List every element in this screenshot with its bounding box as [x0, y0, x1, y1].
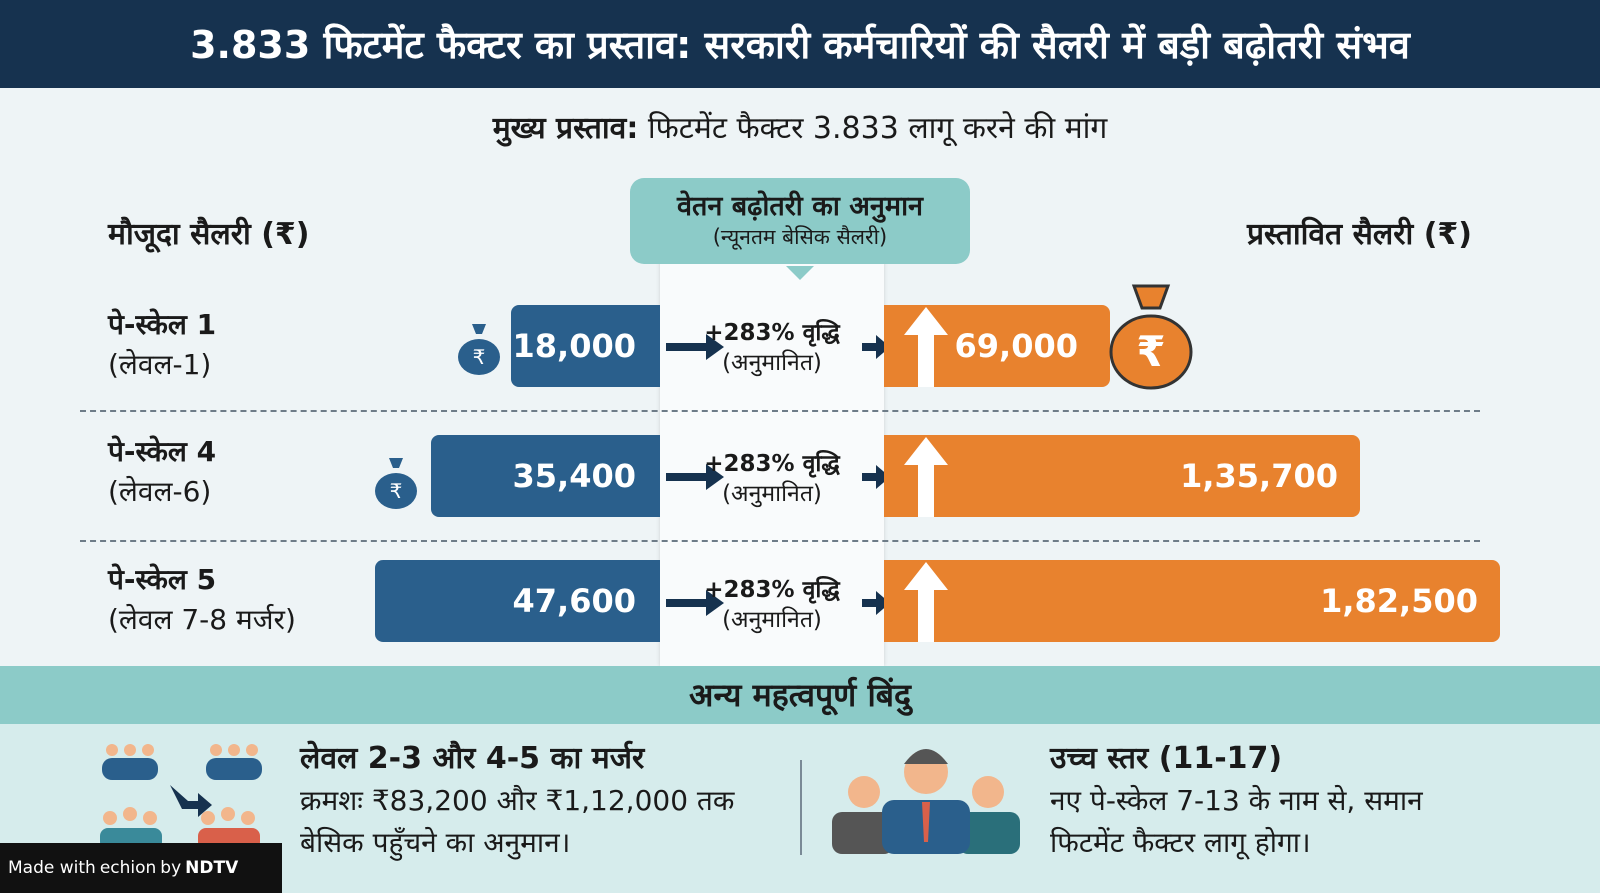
estimate-heading-bubble: वेतन बढ़ोतरी का अनुमान (न्यूनतम बेसिक सै… [630, 178, 970, 280]
badge-text: Made with [8, 858, 96, 878]
proposed-salary-bar: 1,82,500 [884, 560, 1500, 642]
growth-estimate: +283% वृद्धि (अनुमानित) [660, 575, 884, 635]
growth-estimate: +283% वृद्धि (अनुमानित) [660, 449, 884, 509]
point-text: बेसिक पहुँचने का अनुमान। [300, 826, 571, 859]
up-arrow-icon [904, 437, 948, 517]
point-text: नए पे-स्केल 7-13 के नाम से, समान [1050, 784, 1423, 817]
row-label: पे-स्केल 1 (लेवल-1) [108, 305, 216, 385]
merger-point: लेवल 2-3 और 4-5 का मर्जर क्रमशः ₹83,200 औ… [300, 738, 734, 864]
row-label: पे-स्केल 4 (लेवल-6) [108, 432, 216, 512]
money-bag-icon: ₹ [375, 458, 417, 509]
arrow-right-icon [862, 465, 890, 489]
proposed-salary-bar: 69,000 [884, 305, 1110, 387]
level: (लेवल-6) [108, 475, 212, 508]
main-proposal-text: फिटमेंट फैक्टर 3.833 लागू करने की मांग [647, 111, 1108, 146]
level: (लेवल-1) [108, 348, 212, 381]
point-text: क्रमशः ₹83,200 और ₹1,12,000 तक [300, 784, 735, 817]
up-arrow-icon [904, 562, 948, 642]
estimate-title: वेतन बढ़ोतरी का अनुमान [676, 191, 924, 222]
growth-percent: +283% वृद्धि [704, 577, 840, 603]
proposed-salary-value: 1,35,700 [1180, 457, 1338, 495]
pay-scale: पे-स्केल 5 [108, 563, 217, 596]
row-label: पे-स्केल 5 (लेवल 7-8 मर्जर) [108, 560, 296, 640]
group-merge-icon [100, 744, 262, 850]
ndtv-logo: NDTV [185, 858, 239, 878]
arrow-right-icon [666, 590, 724, 616]
other-points-heading: अन्य महत्वपूर्ण बिंदु [0, 666, 1600, 724]
current-salary-bar: 47,600 [375, 560, 660, 642]
echion-logo: echion [99, 858, 157, 878]
officials-icon [832, 749, 1020, 854]
growth-note: (अनुमानित) [722, 350, 822, 376]
svg-text:₹: ₹ [473, 345, 486, 369]
current-salary-bar: 18,000 [511, 305, 660, 387]
current-salary-heading: मौजूदा सैलरी (₹) [108, 217, 310, 252]
divider [800, 760, 802, 855]
higher-levels-point: उच्च स्तर (11-17) नए पे-स्केल 7-13 के नाम… [1050, 738, 1423, 864]
proposed-salary-value: 69,000 [954, 327, 1078, 365]
arrow-right-icon [862, 335, 890, 359]
point-heading: उच्च स्तर (11-17) [1050, 741, 1283, 776]
arrow-right-icon [666, 334, 724, 360]
svg-text:₹: ₹ [390, 479, 403, 503]
current-salary-bar: 35,400 [431, 435, 660, 517]
proposed-salary-value: 1,82,500 [1320, 582, 1478, 620]
page-title: 3.833 फिटमेंट फैक्टर का प्रस्ताव: सरकारी… [0, 0, 1600, 88]
estimate-subtitle: (न्यूनतम बेसिक सैलरी) [712, 225, 888, 249]
growth-note: (अनुमानित) [722, 481, 822, 507]
svg-text:₹: ₹ [1136, 327, 1165, 376]
row-divider [80, 410, 1480, 412]
growth-note: (अनुमानित) [722, 607, 822, 633]
growth-estimate: +283% वृद्धि (अनुमानित) [660, 318, 884, 378]
money-bag-icon: ₹ [1109, 284, 1193, 390]
pay-scale: पे-स्केल 4 [108, 435, 217, 468]
growth-percent: +283% वृद्धि [704, 451, 840, 477]
proposed-salary-heading: प्रस्तावित सैलरी (₹) [1246, 217, 1472, 252]
point-heading: लेवल 2-3 और 4-5 का मर्जर [300, 741, 645, 776]
badge-text: by [160, 858, 182, 878]
growth-percent: +283% वृद्धि [704, 320, 840, 346]
row-divider [80, 540, 1480, 542]
proposed-salary-bar: 1,35,700 [884, 435, 1360, 517]
made-with-badge[interactable]: Made with echion by NDTV [0, 843, 282, 893]
level: (लेवल 7-8 मर्जर) [108, 603, 296, 636]
estimate-column [660, 258, 884, 666]
up-arrow-icon [904, 307, 948, 387]
main-proposal-label: मुख्य प्रस्ताव: [492, 111, 639, 146]
arrow-right-icon [666, 464, 724, 490]
point-text: फिटमेंट फैक्टर लागू होगा। [1050, 826, 1311, 859]
main-proposal: मुख्य प्रस्ताव: फिटमेंट फैक्टर 3.833 लाग… [0, 106, 1600, 147]
arrow-right-icon [862, 591, 890, 615]
pay-scale: पे-स्केल 1 [108, 308, 217, 341]
money-bag-icon: ₹ [458, 324, 500, 375]
